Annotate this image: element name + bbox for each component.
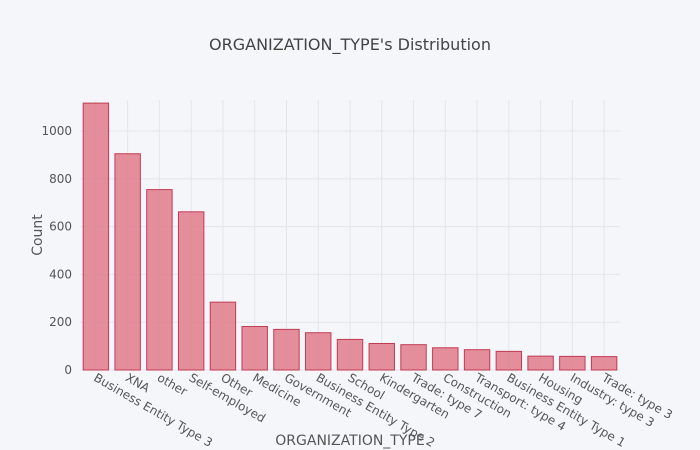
bar — [114, 153, 141, 371]
bar — [305, 332, 332, 371]
bars — [82, 102, 618, 371]
bar — [400, 344, 427, 371]
bar — [177, 211, 205, 371]
bar — [527, 355, 554, 371]
bar — [590, 356, 618, 371]
y-axis-label: Count — [30, 214, 46, 256]
x-axis-label: ORGANIZATION_TYPE — [275, 433, 424, 449]
y-tick-label: 800 — [49, 172, 72, 186]
bar — [273, 328, 300, 371]
bar — [495, 350, 523, 371]
y-tick-label: 1000 — [41, 124, 72, 138]
bar — [463, 349, 491, 371]
y-tick-label: 0 — [64, 363, 72, 377]
y-tick-label: 200 — [49, 315, 72, 329]
bar — [82, 102, 110, 371]
bar — [559, 355, 586, 371]
y-axis-ticks: 0 200 400 600 800 1000 — [41, 124, 72, 377]
bar — [432, 347, 459, 371]
bar — [368, 342, 395, 371]
x-tick-label: other — [155, 370, 190, 398]
bar — [241, 326, 268, 371]
bar — [336, 338, 364, 371]
y-tick-label: 600 — [49, 220, 72, 234]
bar — [146, 189, 173, 371]
y-tick-label: 400 — [49, 267, 72, 281]
bar — [209, 301, 237, 371]
chart-title: ORGANIZATION_TYPE's Distribution — [209, 35, 491, 55]
